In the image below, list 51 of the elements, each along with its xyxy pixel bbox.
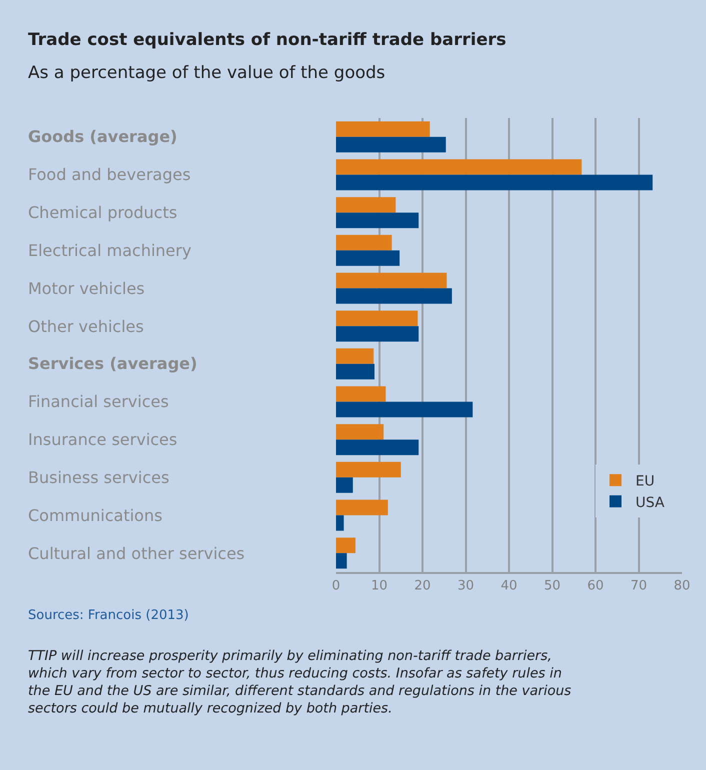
x-tick-label: 10 <box>370 578 388 594</box>
bar <box>336 440 419 456</box>
y-tick-label: Food and beverages <box>28 165 191 184</box>
chart-title: Trade cost equivalents of non-tariff trade barriers <box>28 30 506 50</box>
text: TTIP will increase prosperity primarily by eliminating non-tariff trade barriers, which vary from sector to sector, thus reducing costs. Insofar as safety rules in the EU and the US are similar, different standards and regulations in the various sectors could be mutually recognized by both parties. <box>28 648 572 717</box>
bar <box>336 500 388 516</box>
legend-label: EU <box>636 474 655 490</box>
bar <box>336 364 374 380</box>
bar <box>336 121 430 137</box>
y-tick-label: Business services <box>28 468 170 487</box>
bar <box>336 348 374 364</box>
bar <box>336 159 582 175</box>
bar <box>336 234 392 250</box>
x-tick-label: 20 <box>414 578 431 594</box>
y-tick-label: Cultural and other services <box>28 544 245 563</box>
y-tick-label: Electrical machinery <box>28 241 192 260</box>
bar <box>336 250 400 266</box>
source-note: Sources: Francois (2013) <box>28 608 189 623</box>
bar <box>336 272 447 288</box>
y-tick-label: Motor vehicles <box>28 279 145 298</box>
bar <box>336 462 401 478</box>
y-tick-label: Services (average) <box>28 354 198 373</box>
bar <box>336 136 446 152</box>
bar <box>336 310 418 326</box>
bar <box>336 553 347 569</box>
bar <box>336 212 419 228</box>
y-tick-label: Insurance services <box>28 430 178 449</box>
x-tick-label: 40 <box>500 578 518 594</box>
bar <box>336 515 344 531</box>
bar <box>336 197 396 213</box>
x-tick-label: 0 <box>332 578 340 594</box>
bar <box>336 326 419 342</box>
x-tick-label: 60 <box>587 578 604 594</box>
x-tick-label: 80 <box>674 578 690 594</box>
x-tick-label: 50 <box>544 578 561 594</box>
bar <box>336 288 452 304</box>
y-tick-label: Financial services <box>28 392 169 411</box>
chart-subtitle: As a percentage of the value of the goods <box>28 63 386 83</box>
bar <box>336 538 356 554</box>
y-tick-label: Other vehicles <box>28 317 144 336</box>
legend-label: USA <box>636 494 665 511</box>
y-tick-label: Goods (average) <box>28 127 178 146</box>
bar <box>336 386 386 402</box>
y-tick-label: Communications <box>28 506 162 525</box>
x-tick-label: 30 <box>457 578 474 594</box>
y-tick-label: Chemical products <box>28 203 178 222</box>
bar <box>336 424 384 440</box>
x-tick-label: 70 <box>630 578 648 594</box>
bar <box>336 477 353 493</box>
bar <box>336 402 473 418</box>
bar <box>336 174 653 190</box>
